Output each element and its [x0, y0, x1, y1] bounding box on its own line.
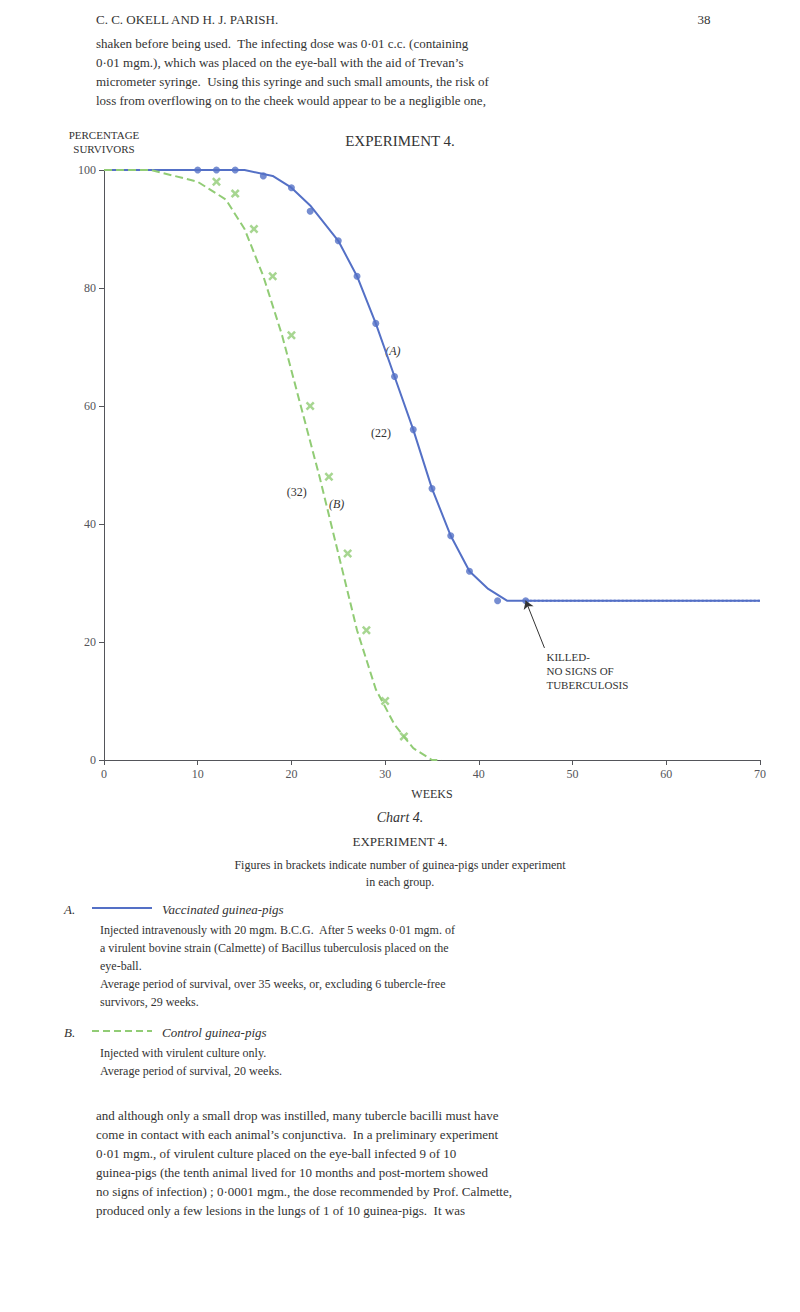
svg-text:Chart 4.: Chart 4.	[377, 810, 424, 825]
svg-text:Average period of survival, 20: Average period of survival, 20 weeks.	[100, 1064, 282, 1078]
svg-text:38: 38	[698, 12, 711, 27]
svg-text:40: 40	[84, 517, 96, 531]
svg-text:B.: B.	[64, 1025, 75, 1040]
svg-text:70: 70	[754, 767, 766, 781]
svg-text:PERCENTAGE: PERCENTAGE	[69, 129, 140, 141]
svg-text:loss from overflowing on to th: loss from overflowing on to the cheek wo…	[96, 93, 486, 108]
svg-text:come in contact with each anim: come in contact with each animal’s conju…	[96, 1127, 499, 1142]
svg-text:Injected with virulent culture: Injected with virulent culture only.	[100, 1046, 266, 1060]
svg-text:(B): (B)	[329, 497, 344, 511]
svg-text:no signs of infection) ; 0·000: no signs of infection) ; 0·0001 mgm., th…	[96, 1184, 512, 1199]
svg-text:(32): (32)	[287, 485, 307, 499]
svg-text:10: 10	[192, 767, 204, 781]
svg-text:Vaccinated guinea-pigs: Vaccinated guinea-pigs	[162, 902, 284, 917]
svg-text:(22): (22)	[371, 426, 391, 440]
svg-text:EXPERIMENT 4.: EXPERIMENT 4.	[345, 133, 455, 149]
svg-text:EXPERIMENT 4.: EXPERIMENT 4.	[352, 834, 447, 849]
svg-text:KILLED-: KILLED-	[546, 651, 590, 663]
svg-text:0: 0	[101, 767, 107, 781]
svg-text:Figures in brackets indicate n: Figures in brackets indicate number of g…	[234, 858, 566, 872]
svg-text:C. C. OKELL AND H. J. PARISH.: C. C. OKELL AND H. J. PARISH.	[96, 12, 278, 27]
svg-text:eye-ball.: eye-ball.	[100, 959, 142, 973]
svg-text:0·01 mgm.), which was placed o: 0·01 mgm.), which was placed on the eye-…	[96, 55, 464, 70]
svg-text:0: 0	[90, 753, 96, 767]
svg-text:40: 40	[473, 767, 485, 781]
svg-text:a virulent bovine strain (Calm: a virulent bovine strain (Calmette) of B…	[100, 941, 449, 955]
svg-text:TUBERCULOSIS: TUBERCULOSIS	[546, 679, 628, 691]
svg-text:30: 30	[379, 767, 391, 781]
svg-text:A.: A.	[63, 902, 75, 917]
svg-text:produced only a few lesions in: produced only a few lesions in the lungs…	[96, 1203, 465, 1218]
svg-text:0·01 mgm., of virulent culture: 0·01 mgm., of virulent culture placed on…	[96, 1146, 456, 1161]
svg-text:60: 60	[84, 399, 96, 413]
svg-text:Average period of survival, ov: Average period of survival, over 35 week…	[100, 977, 446, 991]
svg-text:NO SIGNS OF: NO SIGNS OF	[546, 665, 613, 677]
svg-text:survivors, 29 weeks.: survivors, 29 weeks.	[100, 995, 199, 1009]
svg-text:Control guinea-pigs: Control guinea-pigs	[162, 1025, 267, 1040]
svg-text:shaken before being used. The: shaken before being used. The infecting …	[96, 36, 469, 51]
svg-text:80: 80	[84, 281, 96, 295]
svg-text:20: 20	[285, 767, 297, 781]
svg-text:(A): (A)	[385, 343, 401, 358]
svg-text:and although only a small drop: and although only a small drop was insti…	[96, 1108, 499, 1123]
svg-text:50: 50	[567, 767, 579, 781]
svg-text:100: 100	[78, 163, 96, 177]
svg-text:WEEKS: WEEKS	[411, 787, 452, 801]
svg-text:20: 20	[84, 635, 96, 649]
svg-text:in each group.: in each group.	[366, 875, 434, 889]
svg-text:Injected intravenously with 20: Injected intravenously with 20 mgm. B.C.…	[100, 923, 455, 937]
svg-text:micrometer syringe. Using thi: micrometer syringe. Using this syringe a…	[96, 74, 489, 89]
svg-text:SURVIVORS: SURVIVORS	[73, 143, 134, 155]
svg-text:60: 60	[660, 767, 672, 781]
svg-text:guinea-pigs (the tenth animal: guinea-pigs (the tenth animal lived for …	[96, 1165, 489, 1180]
